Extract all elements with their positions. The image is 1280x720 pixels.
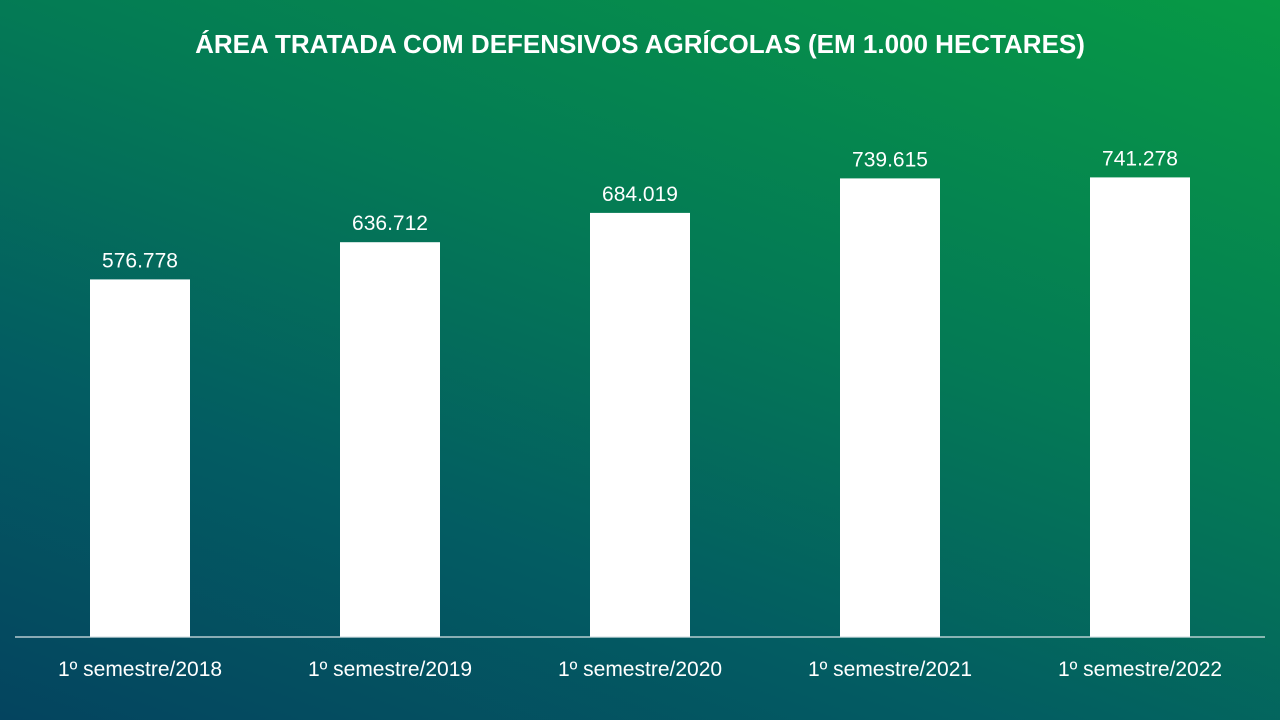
category-label-0: 1º semestre/2018 <box>58 658 222 681</box>
bars-group <box>90 177 1190 637</box>
category-label-2: 1º semestre/2020 <box>558 658 722 681</box>
data-label-0: 576.778 <box>102 249 178 272</box>
data-label-3: 739.615 <box>852 148 928 171</box>
category-label-4: 1º semestre/2022 <box>1058 658 1222 681</box>
data-labels-group: 576.778 636.712 684.019 739.615 741.278 <box>102 147 1178 272</box>
bar-3 <box>840 178 940 637</box>
chart-title: ÁREA TRATADA COM DEFENSIVOS AGRÍCOLAS (E… <box>195 29 1085 59</box>
bar-2 <box>590 212 690 637</box>
data-label-1: 636.712 <box>352 212 428 235</box>
category-labels-group: 1º semestre/2018 1º semestre/2019 1º semes… <box>58 658 1222 681</box>
category-label-3: 1º semestre/2021 <box>808 658 972 681</box>
data-label-4: 741.278 <box>1102 147 1178 170</box>
category-label-1: 1º semestre/2019 <box>308 658 472 681</box>
data-label-2: 684.019 <box>602 183 678 206</box>
bar-0 <box>90 279 190 637</box>
bar-4 <box>1090 177 1190 637</box>
bar-1 <box>340 242 440 637</box>
